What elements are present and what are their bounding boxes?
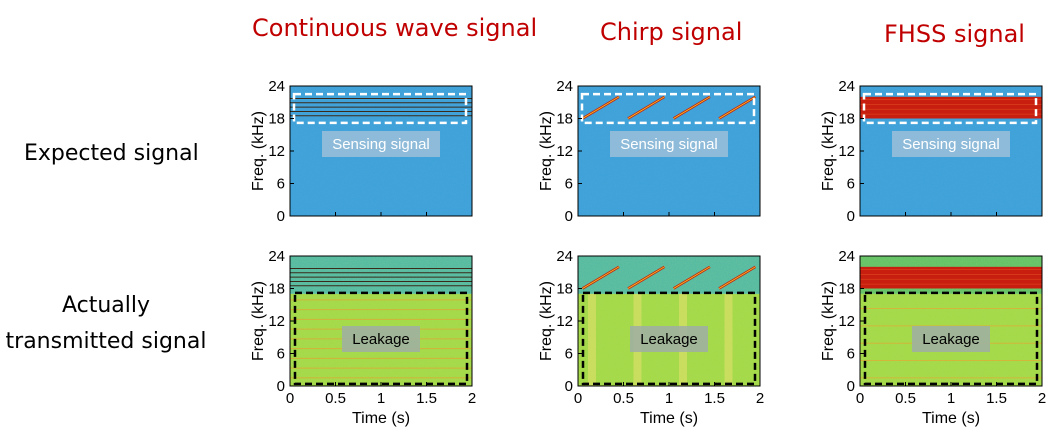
y-tick-label: 6 [847,346,855,363]
x-tick-label: 1 [947,390,955,407]
column-title-cw: Continuous wave signal [252,14,538,42]
leakage-label: Leakage [352,331,410,348]
y-axis-label: Freq. (kHz) [820,111,837,191]
y-tick-label: 12 [268,143,285,160]
column-title-fhss: FHSS signal [884,20,1025,48]
sensing-label: Sensing signal [332,136,430,153]
y-tick-label: 18 [838,281,855,298]
x-tick-label: 0 [856,390,864,407]
x-tick-label: 0.5 [325,390,346,407]
y-tick-label: 0 [277,208,285,225]
chirp-sweep-core [718,96,756,119]
y-tick-label: 12 [838,143,855,160]
row-label-actual-line1: Actually [61,293,151,318]
x-axis-label: Time (s) [922,410,980,427]
y-tick-label: 6 [847,176,855,193]
y-tick-label: 24 [556,78,573,95]
x-tick-label: 1.5 [986,390,1007,407]
chirp-sweep-core [627,96,665,119]
chirp-sweep-core [582,96,620,119]
y-tick-label: 0 [565,208,573,225]
x-tick-label: 1.5 [704,390,725,407]
fhss-band [860,266,1042,289]
y-tick-label: 6 [277,176,285,193]
y-tick-label: 12 [556,313,573,330]
leakage-label-bg [342,326,420,352]
y-tick-label: 6 [565,346,573,363]
x-axis-label: Time (s) [640,410,698,427]
y-tick-label: 6 [565,176,573,193]
sensing-box [862,92,1038,125]
sensing-label: Sensing signal [902,136,1000,153]
y-tick-label: 18 [556,111,573,128]
y-tick-label: 12 [268,313,285,330]
x-tick-label: 1.5 [416,390,437,407]
sensing-box [292,92,468,125]
sensing-label-bg [610,131,728,157]
chirp-sweep-core [718,266,756,289]
y-axis-label: Freq. (kHz) [538,111,555,191]
y-tick-label: 24 [838,248,855,265]
row-label-actual-line2: transmitted signal [5,329,207,354]
sensing-label: Sensing signal [620,136,718,153]
y-tick-label: 24 [268,78,285,95]
x-tick-label: 0.5 [895,390,916,407]
column-title-chirp: Chirp signal [600,18,743,46]
chirp-sweep-core [673,266,711,289]
y-tick-label: 24 [556,248,573,265]
x-tick-label: 0 [574,390,582,407]
y-axis-label: Freq. (kHz) [538,281,555,361]
y-tick-label: 18 [838,111,855,128]
x-tick-label: 1 [665,390,673,407]
y-tick-label: 6 [277,346,285,363]
y-axis-label: Freq. (kHz) [250,281,267,361]
x-axis-label: Time (s) [352,410,410,427]
y-tick-label: 0 [847,208,855,225]
leakage-label: Leakage [640,331,698,348]
y-tick-label: 0 [847,378,855,395]
y-tick-label: 0 [277,378,285,395]
y-tick-label: 24 [268,248,285,265]
chirp-sweep-core [582,266,620,289]
y-axis-label: Freq. (kHz) [250,111,267,191]
row-label-actual: Actually transmitted signal [0,288,212,360]
x-tick-label: 2 [1038,390,1046,407]
chirp-sweep-core [627,266,665,289]
y-tick-label: 18 [556,281,573,298]
fhss-band [860,96,1042,119]
x-tick-label: 1 [377,390,385,407]
leakage-label-bg [630,326,708,352]
x-tick-label: 2 [756,390,764,407]
x-tick-label: 2 [468,390,476,407]
chirp-sweep-core [673,96,711,119]
x-tick-label: 0 [286,390,294,407]
y-tick-label: 0 [565,378,573,395]
leakage-label-bg [912,326,990,352]
chirp-transient [724,293,733,386]
y-tick-label: 24 [838,78,855,95]
y-tick-label: 12 [838,313,855,330]
noise-texture [290,256,472,386]
sensing-box [580,92,756,125]
y-tick-label: 18 [268,111,285,128]
chirp-transient [588,293,597,386]
sensing-label-bg [322,131,440,157]
row-label-expected: Expected signal [24,141,199,166]
y-axis-label: Freq. (kHz) [820,281,837,361]
sensing-label-bg [892,131,1010,157]
y-tick-label: 12 [556,143,573,160]
y-tick-label: 18 [268,281,285,298]
x-tick-label: 0.5 [613,390,634,407]
leakage-label: Leakage [922,331,980,348]
